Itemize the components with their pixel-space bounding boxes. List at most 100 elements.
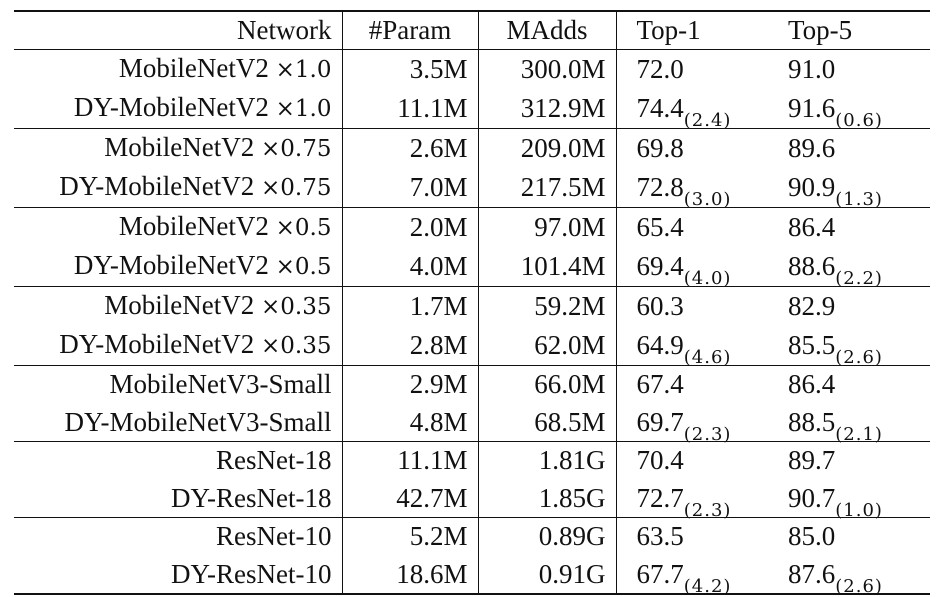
table-row: DY-MobileNetV3-Small 4.8M 68.5M 69.7(2.3) 88… xyxy=(14,403,930,445)
param-value: 2.6M xyxy=(409,133,468,163)
top1-value: 69.8 xyxy=(636,133,684,163)
top5-cell: 90.9(1.3) xyxy=(768,168,930,209)
param-value: 11.1M xyxy=(397,445,468,475)
top5-cell: 90.7(1.0) xyxy=(768,479,930,521)
top1-cell: 69.7(2.3) xyxy=(615,403,768,443)
table-row: ResNet-10 5.2M 0.89G 63.5 85.0 xyxy=(14,517,930,555)
madds-cell: 0.89G xyxy=(477,517,616,555)
network-name: MobileNetV3-Small xyxy=(109,369,332,399)
top5-value: 85.0 xyxy=(788,521,836,551)
top1-cell: 74.4(2.4) xyxy=(615,89,768,130)
header-network: Network xyxy=(14,11,342,50)
top5-cell: 88.6(2.2) xyxy=(768,247,930,289)
top5-value: 87.6 xyxy=(788,558,836,589)
param-value: 1.7M xyxy=(409,291,468,321)
header-row: Network #Param MAdds Top-1 Top-5 xyxy=(14,11,930,50)
network-name: DY-ResNet-10 xyxy=(171,558,332,589)
param-cell: 2.6M xyxy=(341,128,478,168)
top5-value: 90.9 xyxy=(788,172,836,202)
param-cell: 7.0M xyxy=(341,168,478,208)
madds-cell: 300.0M xyxy=(477,49,616,89)
width-multiplier: ×0.75 xyxy=(261,175,332,201)
top1-cell: 65.4 xyxy=(615,207,768,247)
top1-value: 72.8 xyxy=(636,172,684,202)
param-cell: 3.5M xyxy=(341,49,478,89)
network-cell: MobileNetV2 ×1.0 xyxy=(14,49,342,89)
table-body: MobileNetV2 ×1.0 3.5M 300.0M 72.0 91.0 DY-Mob… xyxy=(14,49,930,597)
madds-value: 62.0M xyxy=(534,330,606,360)
madds-value: 101.4M xyxy=(520,251,606,281)
width-multiplier: ×0.35 xyxy=(261,333,332,359)
madds-cell: 62.0M xyxy=(477,326,616,366)
table-row: MobileNetV2 ×1.0 3.5M 300.0M 72.0 91.0 xyxy=(14,49,930,89)
top5-gain: (0.6) xyxy=(835,110,883,131)
top5-cell: 85.5(2.6) xyxy=(768,326,930,368)
top5-cell: 85.0 xyxy=(768,517,930,555)
top5-cell: 91.6(0.6) xyxy=(768,89,930,131)
top5-gain: (2.6) xyxy=(835,347,883,368)
network-cell: DY-ResNet-10 xyxy=(14,555,342,594)
table-row: MobileNetV2 ×0.75 2.6M 209.0M 69.8 89.6 xyxy=(14,128,930,168)
top5-gain: (2.2) xyxy=(835,268,883,289)
madds-cell: 312.9M xyxy=(477,89,616,129)
network-name: ResNet-10 xyxy=(216,521,332,551)
param-cell: 2.0M xyxy=(341,207,478,247)
top1-value: 64.9 xyxy=(636,330,684,360)
results-table: Network #Param MAdds Top-1 Top-5 MobileN… xyxy=(14,10,930,595)
table-row: DY-MobileNetV2 ×0.35 2.8M 62.0M 64.9(4.6) 85… xyxy=(14,326,930,368)
madds-value: 0.89G xyxy=(538,521,606,551)
top1-cell: 67.7(4.2) xyxy=(615,555,768,597)
madds-value: 59.2M xyxy=(534,291,606,321)
network-cell: ResNet-18 xyxy=(14,441,342,479)
table-row: MobileNetV3-Small 2.9M 66.0M 67.4 86.4 xyxy=(14,365,930,403)
param-cell: 5.2M xyxy=(341,517,478,555)
param-cell: 11.1M xyxy=(341,89,478,129)
top5-value: 86.4 xyxy=(788,369,836,399)
top1-cell: 63.5 xyxy=(615,517,768,555)
top1-value: 72.0 xyxy=(636,54,684,84)
network-name: MobileNetV2 xyxy=(118,211,269,241)
width-multiplier: ×0.5 xyxy=(275,254,332,280)
table-header: Network #Param MAdds Top-1 Top-5 xyxy=(14,11,930,50)
top5-gain: (2.1) xyxy=(835,423,883,445)
madds-cell: 0.91G xyxy=(477,555,616,594)
top1-gain: (4.2) xyxy=(683,575,732,597)
top5-value: 91.6 xyxy=(788,93,836,123)
param-value: 4.0M xyxy=(409,251,468,281)
madds-value: 217.5M xyxy=(520,172,606,202)
table-row: MobileNetV2 ×0.5 2.0M 97.0M 65.4 86.4 xyxy=(14,207,930,247)
width-multiplier: ×1.0 xyxy=(275,57,332,83)
table-row: DY-ResNet-10 18.6M 0.91G 67.7(4.2) 87.6(2.6) xyxy=(14,555,930,597)
network-cell: MobileNetV2 ×0.35 xyxy=(14,286,342,326)
header-top5: Top-5 xyxy=(768,11,930,50)
table-row: DY-MobileNetV2 ×0.5 4.0M 101.4M 69.4(4.0) 88… xyxy=(14,247,930,289)
param-cell: 1.7M xyxy=(341,286,478,326)
table-row: ResNet-18 11.1M 1.81G 70.4 89.7 xyxy=(14,441,930,479)
madds-cell: 1.81G xyxy=(477,441,616,479)
top1-cell: 70.4 xyxy=(615,441,768,479)
param-cell: 2.9M xyxy=(341,365,478,403)
network-name: DY-ResNet-18 xyxy=(171,482,332,513)
param-value: 42.7M xyxy=(396,482,468,513)
param-cell: 2.8M xyxy=(341,326,478,366)
top1-value: 72.7 xyxy=(636,482,684,513)
param-cell: 4.0M xyxy=(341,247,478,287)
network-cell: DY-MobileNetV2 ×0.35 xyxy=(14,326,342,366)
top5-gain: (1.0) xyxy=(835,499,883,521)
top5-cell: 89.6 xyxy=(768,128,930,168)
top1-cell: 72.0 xyxy=(615,49,768,89)
top1-cell: 67.4 xyxy=(615,365,768,403)
network-name: DY-MobileNetV2 xyxy=(73,250,269,280)
top1-value: 63.5 xyxy=(636,521,684,551)
top5-cell: 91.0 xyxy=(768,49,930,89)
top1-value: 74.4 xyxy=(636,93,684,123)
network-name: MobileNetV2 xyxy=(104,290,255,320)
top1-cell: 72.7(2.3) xyxy=(615,479,768,519)
top5-value: 86.4 xyxy=(788,212,836,242)
width-multiplier: ×0.75 xyxy=(261,136,332,162)
network-name: MobileNetV2 xyxy=(118,53,269,83)
top5-cell: 82.9 xyxy=(768,286,930,326)
network-cell: MobileNetV2 ×0.75 xyxy=(14,128,342,168)
top1-gain: (4.0) xyxy=(683,268,732,289)
param-cell: 18.6M xyxy=(341,555,478,594)
